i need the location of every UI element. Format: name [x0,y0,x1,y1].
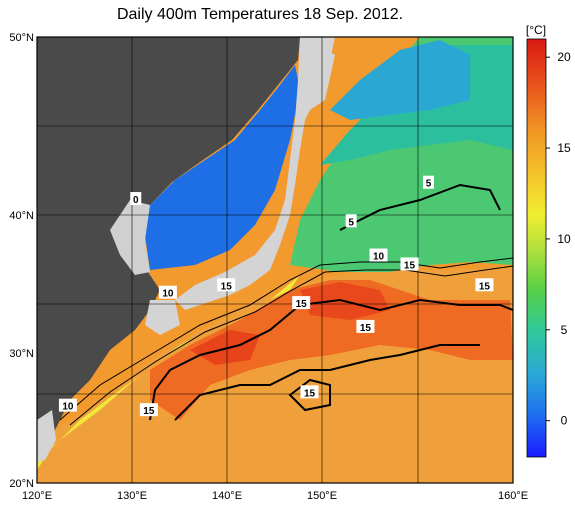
contour-label: 15 [292,296,311,310]
y-tick-20: 20°N [9,478,34,490]
contour-label: 15 [139,403,158,417]
x-tick-150: 150°E [307,490,337,502]
colorbar-gradient [526,38,547,458]
colorbar: [°C] 20 15 10 5 0 [526,23,571,458]
colorbar-tick-label: 0 [561,414,568,428]
contour-label-text: 15 [221,281,233,292]
contour-label-text: 15 [360,323,372,334]
contour-label: 15 [356,319,375,334]
contour-label-text: 5 [348,217,354,228]
y-tick-30: 30°N [9,348,34,360]
contour-label-text: 10 [162,289,174,300]
contour-label-text: 0 [133,195,139,206]
x-tick-130: 130°E [117,490,147,502]
contour-label-text: 10 [373,252,385,263]
map-title: Daily 400m Temperatures 18 Sep. 2012. [116,6,404,23]
x-axis: 120°E 130°E 140°E 150°E 160°E [22,490,528,502]
colorbar-unit: [°C] [526,23,546,37]
contour-label: 0 [130,192,142,206]
colorbar-tick-label: 10 [557,232,571,246]
contour-label-text: 10 [62,402,74,413]
contour-labels: 0 5 5 10 15 10 15 15 15 15 15 15 10 [58,175,494,417]
y-axis: 50°N 40°N 30°N 20°N [9,32,34,490]
contour-label-text: 15 [296,299,308,310]
y-tick-40: 40°N [9,210,34,222]
x-tick-160: 160°E [498,490,528,502]
map-field [37,37,513,483]
colorbar-tick-label: 5 [561,323,568,337]
contour-label: 15 [217,278,236,292]
contour-label-text: 15 [304,388,316,399]
contour-label: 15 [475,278,494,292]
contour-label: 5 [345,214,357,228]
colorbar-tick-label: 20 [557,50,571,64]
contour-label: 15 [300,385,319,399]
colorbar-tick-label: 15 [557,141,571,155]
contour-label-text: 5 [426,179,432,190]
contour-label: 10 [58,398,77,413]
contour-label-text: 15 [404,260,416,271]
contour-label-text: 15 [143,406,155,417]
contour-label: 10 [158,285,177,300]
map-frame [36,36,514,484]
contour-label: 15 [400,257,419,271]
contour-label-text: 15 [479,281,491,292]
y-tick-50: 50°N [9,32,34,44]
contour-label: 5 [423,175,435,190]
x-tick-120: 120°E [22,490,52,502]
contour-label: 10 [369,248,388,263]
x-tick-140: 140°E [212,490,242,502]
